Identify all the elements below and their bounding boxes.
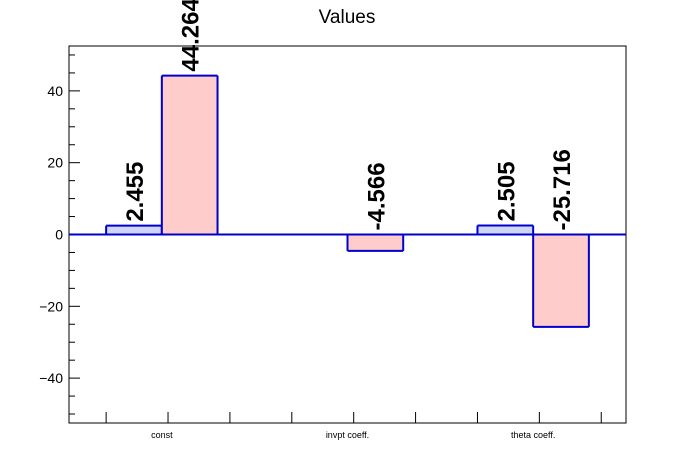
bar — [106, 225, 162, 235]
x-category-label: theta coeff. — [511, 430, 555, 440]
y-tick-label: −20 — [39, 298, 63, 314]
y-tick-label: 0 — [55, 227, 63, 243]
chart-title: Values — [319, 7, 376, 28]
data-label: 2.455 — [122, 162, 149, 222]
bar — [477, 225, 534, 235]
data-label: 44.264 — [178, 0, 205, 72]
x-category-label: const — [151, 430, 173, 440]
bar — [347, 234, 404, 251]
data-labels: 2.455 2.505 44.264 -4.566 -25.716 — [122, 0, 576, 231]
y-axis: −40 −20 0 20 40 — [39, 54, 80, 415]
bar — [161, 75, 218, 235]
data-label: -25.716 — [549, 149, 576, 230]
y-tick-label: 20 — [47, 155, 63, 171]
x-category-label: invpt coeff. — [326, 430, 369, 440]
y-tick-label: 40 — [47, 83, 63, 99]
bar — [533, 234, 589, 327]
data-label: 2.505 — [493, 161, 520, 221]
bars — [105, 74, 590, 328]
data-label: -4.566 — [363, 162, 390, 230]
x-axis: const invpt coeff. theta coeff. — [105, 412, 602, 440]
y-tick-label: −40 — [39, 370, 63, 386]
